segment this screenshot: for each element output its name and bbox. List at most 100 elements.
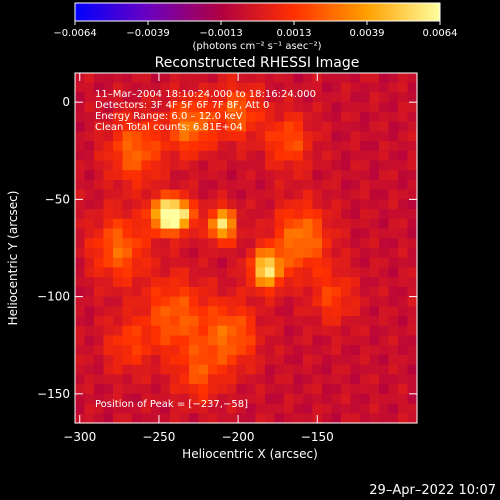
heatmap-cell [246,160,257,171]
heatmap-cell [331,345,342,356]
heatmap-cell [141,111,152,123]
heatmap-cell [217,102,228,113]
heatmap-cell [160,209,171,220]
heatmap-cell [284,403,295,414]
heatmap-cell [322,257,333,269]
heatmap-cell [407,199,418,210]
heatmap-cell [160,393,171,405]
heatmap-cell [227,179,238,191]
heatmap-cell [398,267,409,278]
heatmap-cell [379,82,390,94]
heatmap-cell [369,374,380,385]
heatmap-cell [198,218,209,230]
heatmap-cell [75,384,86,395]
heatmap-cell [151,267,162,278]
heatmap-cell [369,335,380,346]
heatmap-cell [151,179,162,191]
heatmap-cell [246,92,257,103]
heatmap-cell [179,393,190,405]
heatmap-cell [246,209,257,220]
heatmap-cell [293,257,304,269]
heatmap-cell [208,345,219,356]
heatmap-cell [322,238,333,249]
heatmap-cell [103,345,114,356]
heatmap-cell [160,92,171,103]
heatmap-cell [312,345,323,356]
heatmap-cell [141,248,152,259]
heatmap-cell [284,160,295,171]
heatmap-cell [189,393,200,405]
heatmap-cell [293,374,304,385]
heatmap-cell [198,296,209,307]
heatmap-cell [189,335,200,346]
heatmap-cell [322,73,333,84]
heatmap-cell [113,354,124,366]
heatmap-cell [103,277,114,288]
heatmap-cell [284,374,295,385]
heatmap-cell [141,218,152,230]
heatmap-cell [189,102,200,113]
heatmap-cell [94,160,105,171]
heatmap-cell [265,238,276,249]
heatmap-cell [103,141,114,152]
heatmap-cell [284,82,295,94]
heatmap-cell [113,345,124,356]
heatmap-cell [341,345,352,356]
heatmap-cell [265,248,276,259]
heatmap-cell [322,111,333,123]
heatmap-cell [208,296,219,307]
heatmap-cell [360,345,371,356]
heatmap-cell [132,248,143,259]
heatmap-cell [75,286,86,298]
heatmap-cell [255,228,266,239]
heatmap-cell [179,170,190,181]
heatmap-cell [103,354,114,366]
heatmap-cell [350,277,361,288]
heatmap-cell [350,199,361,210]
heatmap-cell [255,179,266,191]
heatmap-cell [141,92,152,103]
heatmap-cell [208,209,219,220]
heatmap-cell [322,286,333,298]
colorbar: −0.0064 −0.0039 −0.0013 0.0013 0.0039 0.0064 … [53,2,458,52]
heatmap-cell [217,306,228,317]
heatmap-cell [94,286,105,298]
heatmap-cell [189,160,200,171]
heatmap-cell [265,199,276,210]
heatmap-cell [407,179,418,191]
heatmap-cell [170,189,181,200]
heatmap-cell [303,170,314,181]
heatmap-cell [94,73,105,84]
heatmap-cell [303,131,314,142]
heatmap-cell [303,413,314,424]
heatmap-cell [350,141,361,152]
heatmap-cell [84,218,95,230]
heatmap-cell [198,238,209,249]
heatmap-cell [407,403,418,414]
heatmap-cell [75,111,86,123]
heatmap-cell [132,354,143,366]
heatmap-cell [407,306,418,317]
heatmap-cell [122,257,133,269]
heatmap-cell [303,374,314,385]
heatmap-cell [103,384,114,395]
heatmap-cell [322,189,333,200]
heatmap-cell [265,73,276,84]
heatmap-cell [312,248,323,259]
heatmap-cell [217,209,228,220]
heatmap-cell [303,384,314,395]
heatmap-cell [227,335,238,346]
heatmap-cell [208,248,219,259]
heatmap-cell [236,413,247,424]
heatmap-cell [274,384,285,395]
heatmap-cell [284,199,295,210]
heatmap-cell [179,199,190,210]
heatmap-cell [132,374,143,385]
heatmap-cell [160,277,171,288]
heatmap-cell [398,218,409,230]
heatmap-cell [388,111,399,123]
heatmap-cell [113,286,124,298]
heatmap-cell [388,413,399,424]
heatmap-cell [179,209,190,220]
heatmap-cell [151,384,162,395]
